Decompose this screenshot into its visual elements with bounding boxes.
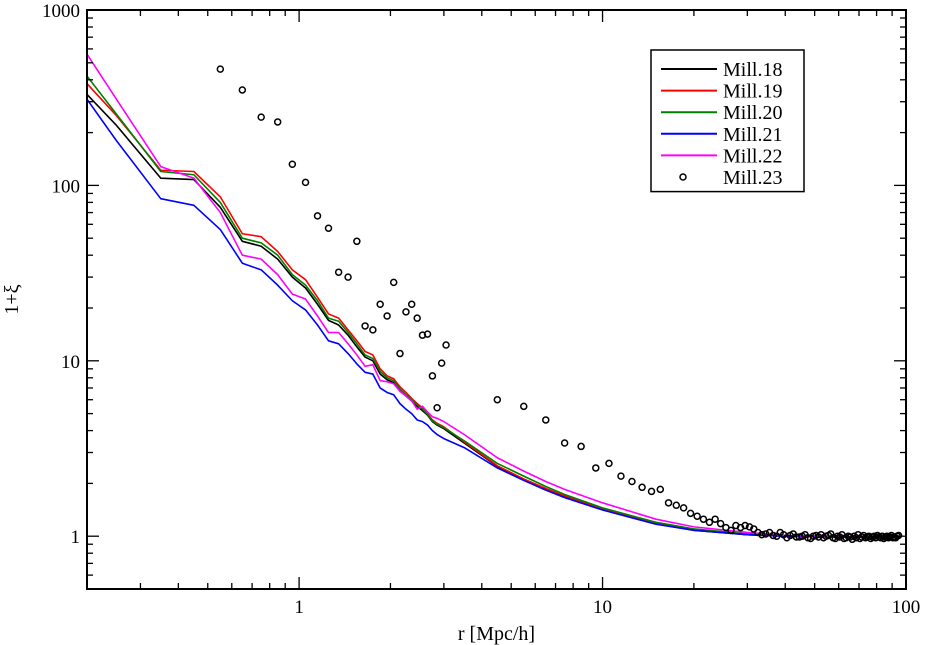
data-point bbox=[407, 300, 416, 309]
legend: Mill.18Mill.19Mill.20Mill.21Mill.22Mill.… bbox=[650, 49, 805, 193]
data-point bbox=[664, 499, 673, 507]
x-axis-label: r [Mpc/h] bbox=[458, 623, 535, 645]
legend-entry: Mill.21 bbox=[723, 124, 782, 146]
data-point bbox=[334, 268, 343, 276]
data-point bbox=[389, 278, 398, 287]
data-point bbox=[216, 65, 225, 73]
data-point bbox=[428, 372, 437, 380]
legend-entry: Mill.20 bbox=[723, 102, 782, 124]
data-point bbox=[577, 442, 585, 451]
legend-box bbox=[650, 49, 805, 193]
data-point bbox=[238, 86, 247, 94]
axis-ticks bbox=[86, 9, 907, 590]
legend-marker bbox=[679, 173, 687, 181]
data-point bbox=[520, 402, 528, 411]
series-line-mill-20 bbox=[87, 75, 900, 538]
data-point bbox=[288, 160, 297, 168]
data-point bbox=[413, 314, 421, 322]
series-line-mill-19 bbox=[87, 83, 900, 538]
data-point bbox=[672, 501, 681, 510]
series-line-mill-22 bbox=[87, 53, 900, 538]
y-tick-label: 1 bbox=[71, 527, 81, 548]
data-point bbox=[376, 300, 384, 309]
data-point bbox=[693, 512, 701, 520]
series-line-mill-21 bbox=[87, 98, 900, 538]
data-point bbox=[344, 273, 352, 281]
data-point bbox=[656, 485, 665, 494]
data-point bbox=[423, 330, 432, 338]
y-tick-label: 100 bbox=[52, 176, 81, 197]
data-point bbox=[433, 403, 441, 412]
data-point bbox=[617, 472, 625, 480]
data-point bbox=[711, 515, 719, 523]
x-tick-label: 1 bbox=[294, 597, 304, 618]
data-point bbox=[870, 532, 878, 540]
series-group bbox=[87, 53, 903, 544]
series-mill-23 bbox=[216, 65, 903, 544]
data-point bbox=[605, 459, 613, 468]
data-point bbox=[418, 331, 427, 339]
data-point bbox=[442, 341, 450, 349]
data-point bbox=[542, 416, 550, 424]
data-point bbox=[361, 322, 369, 330]
data-point bbox=[686, 509, 695, 518]
plot-frame bbox=[86, 9, 907, 590]
data-point bbox=[383, 312, 391, 320]
data-point bbox=[257, 113, 265, 121]
x-tick-label: 100 bbox=[892, 597, 921, 618]
y-tick-label: 1000 bbox=[42, 1, 80, 22]
y-tick-label: 10 bbox=[61, 352, 80, 373]
data-point bbox=[301, 178, 310, 187]
data-point bbox=[894, 531, 903, 540]
data-point bbox=[396, 349, 404, 358]
legend-entry: Mill.23 bbox=[723, 167, 782, 189]
data-point bbox=[493, 395, 502, 404]
data-point bbox=[437, 359, 446, 367]
data-point bbox=[369, 326, 377, 334]
data-point bbox=[679, 504, 688, 512]
plot-area bbox=[87, 53, 903, 544]
data-point bbox=[592, 464, 600, 472]
data-point bbox=[560, 439, 569, 447]
data-point bbox=[716, 519, 725, 528]
data-point bbox=[324, 224, 333, 232]
data-point bbox=[741, 521, 749, 530]
data-point bbox=[769, 531, 777, 540]
data-point bbox=[638, 483, 646, 492]
data-point bbox=[758, 530, 766, 539]
legend-entry: Mill.19 bbox=[723, 81, 782, 103]
data-point bbox=[762, 530, 770, 538]
data-point bbox=[402, 308, 410, 316]
data-point bbox=[628, 477, 636, 486]
legend-entry: Mill.18 bbox=[723, 59, 782, 81]
legend-entry: Mill.22 bbox=[723, 145, 782, 167]
data-point bbox=[313, 212, 322, 220]
data-point bbox=[353, 237, 361, 246]
data-point bbox=[705, 518, 714, 527]
y-axis-label: 1+ξ bbox=[1, 284, 23, 314]
data-point bbox=[273, 118, 282, 126]
tick-labels: 1 10 100 1 10 100 1000 bbox=[42, 1, 920, 618]
x-tick-label: 10 bbox=[593, 597, 612, 618]
data-point bbox=[727, 526, 735, 535]
data-point bbox=[647, 487, 656, 496]
data-point bbox=[699, 515, 708, 523]
